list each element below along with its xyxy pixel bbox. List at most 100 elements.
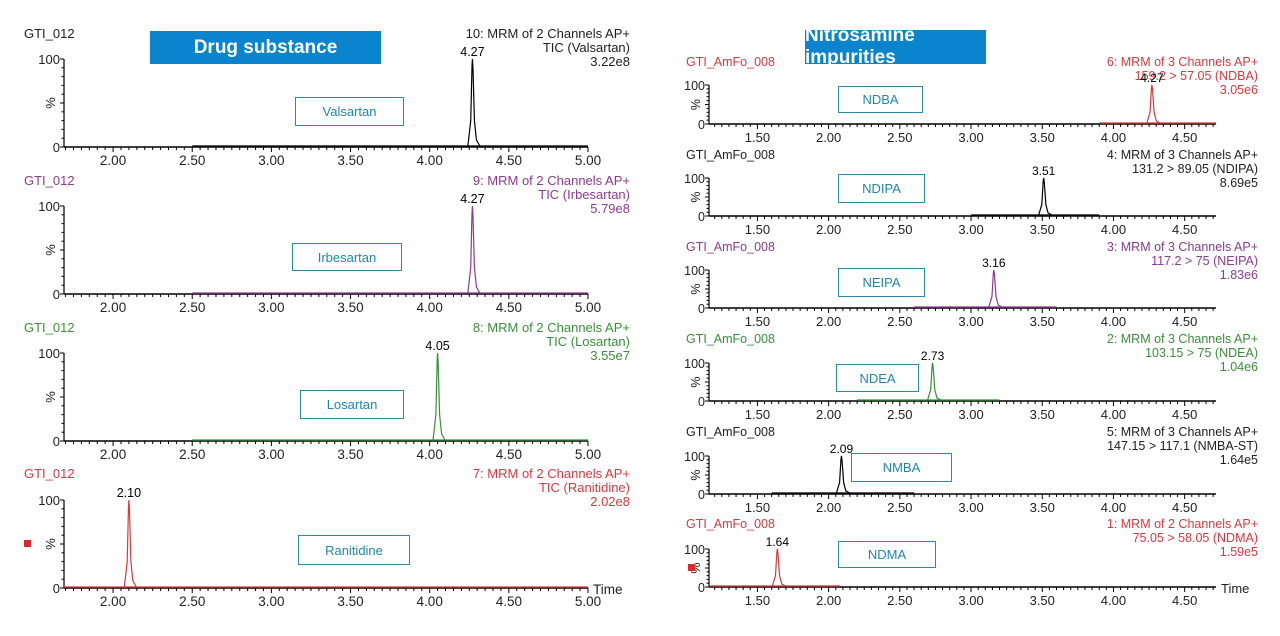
peak-4.27 xyxy=(467,58,481,147)
sample-name: GTI_AmFo_008 xyxy=(686,240,775,254)
trace-label: 159.2 > 57.05 (NDBA) xyxy=(1135,69,1258,83)
x-tick-label: 3.00 xyxy=(958,407,983,422)
peak-rt-label: 4.27 xyxy=(1140,71,1164,85)
x-tick-label: 2.00 xyxy=(100,594,126,609)
chromatogram-panel-ndea: GTI_AmFo_008 2: MRM of 3 Channels AP+103.… xyxy=(684,332,1258,422)
y-axis-label: % xyxy=(689,562,703,573)
y-axis-label: % xyxy=(689,469,703,480)
y-tick-label: 0 xyxy=(53,434,60,449)
x-tick-label: 3.00 xyxy=(258,153,284,168)
chromatogram-panel-ndipa: GTI_AmFo_008 4: MRM of 3 Channels AP+131.… xyxy=(684,148,1258,237)
x-tick-label: 4.00 xyxy=(417,594,443,609)
x-tick-label: 3.50 xyxy=(1030,407,1055,422)
intensity-label: 1.64e5 xyxy=(1220,453,1258,467)
y-tick-label: 0 xyxy=(698,488,705,502)
x-tick-label: 4.00 xyxy=(1101,130,1126,145)
x-tick-label: 4.50 xyxy=(1172,314,1197,329)
y-axis-label: % xyxy=(43,391,58,403)
peak-4.27 xyxy=(1146,84,1161,124)
x-tick-label: 3.00 xyxy=(258,447,284,462)
sample-name: GTI_012 xyxy=(24,26,75,41)
x-tick-label: 2.50 xyxy=(887,130,912,145)
y-tick-label: 0 xyxy=(53,287,60,302)
peak-3.51 xyxy=(1038,177,1053,216)
trace-label: 147.15 > 117.1 (NMBA-ST) xyxy=(1107,439,1258,453)
y-tick-label: 0 xyxy=(698,210,705,224)
x-tick-label: 1.50 xyxy=(745,222,770,237)
trace-label: TIC (Losartan) xyxy=(546,334,630,349)
x-tick-label: 4.50 xyxy=(496,594,522,609)
trace-label: 131.2 > 89.05 (NDIPA) xyxy=(1132,162,1258,176)
time-axis-label: Time xyxy=(1221,581,1249,596)
x-tick-label: 3.00 xyxy=(258,594,284,609)
x-tick-label: 2.00 xyxy=(100,300,126,315)
time-axis-label: Time xyxy=(593,582,623,597)
x-tick-label: 2.50 xyxy=(179,594,205,609)
x-tick-label: 3.50 xyxy=(337,300,363,315)
trace-label: 117.2 > 75 (NEIPA) xyxy=(1151,254,1258,268)
channel-header: 2: MRM of 3 Channels AP+ xyxy=(1107,332,1258,346)
peak-4.27 xyxy=(467,205,481,294)
chromatogram-panel-ndma: GTI_AmFo_008 1: MRM of 2 Channels AP+75.0… xyxy=(684,517,1258,608)
y-tick-label: 100 xyxy=(38,346,60,361)
chromatogram-panel-valsartan: GTI_012 10: MRM of 2 Channels AP+TIC (Val… xyxy=(24,26,630,168)
x-tick-label: 2.00 xyxy=(816,314,841,329)
x-tick-label: 3.00 xyxy=(958,222,983,237)
channel-header: 1: MRM of 2 Channels AP+ xyxy=(1107,517,1258,531)
chromatogram-panel-losartan: GTI_012 8: MRM of 2 Channels AP+TIC (Losa… xyxy=(24,320,630,462)
x-tick-label: 3.50 xyxy=(1030,593,1055,608)
channel-marker-icon xyxy=(688,564,695,571)
y-tick-label: 0 xyxy=(698,581,705,595)
x-tick-label: 4.50 xyxy=(496,447,522,462)
y-axis-label: % xyxy=(43,97,58,109)
x-tick-label: 1.50 xyxy=(745,500,770,515)
x-tick-label: 3.50 xyxy=(337,447,363,462)
x-tick-label: 2.50 xyxy=(179,300,205,315)
x-tick-label: 4.00 xyxy=(1101,407,1126,422)
y-tick-label: 0 xyxy=(698,302,705,316)
y-tick-label: 100 xyxy=(684,79,705,93)
x-tick-label: 5.00 xyxy=(575,447,601,462)
x-tick-label: 3.50 xyxy=(1030,500,1055,515)
y-axis-label: % xyxy=(43,538,58,550)
x-tick-label: 2.00 xyxy=(100,153,126,168)
compound-label-nmba: NMBA xyxy=(851,453,952,482)
sample-name: GTI_012 xyxy=(24,173,75,188)
intensity-label: 1.04e6 xyxy=(1220,360,1258,374)
channel-header: 9: MRM of 2 Channels AP+ xyxy=(473,173,630,188)
x-tick-label: 2.50 xyxy=(887,593,912,608)
y-tick-label: 100 xyxy=(38,52,60,67)
x-tick-label: 2.00 xyxy=(816,130,841,145)
y-tick-label: 100 xyxy=(684,264,705,278)
x-tick-label: 1.50 xyxy=(745,593,770,608)
peak-rt-label: 4.27 xyxy=(460,45,484,59)
chromatogram-panel-irbesartan: GTI_012 9: MRM of 2 Channels AP+TIC (Irbe… xyxy=(24,173,630,315)
channel-header: 5: MRM of 3 Channels AP+ xyxy=(1107,425,1258,439)
peak-3.16 xyxy=(988,269,1003,308)
sample-name: GTI_AmFo_008 xyxy=(686,148,775,162)
x-tick-label: 4.00 xyxy=(1101,593,1126,608)
x-tick-label: 1.50 xyxy=(745,407,770,422)
y-tick-label: 100 xyxy=(684,450,705,464)
y-tick-label: 0 xyxy=(698,395,705,409)
channel-marker-icon xyxy=(24,540,31,547)
y-tick-label: 0 xyxy=(53,581,60,596)
intensity-label: 5.79e8 xyxy=(590,201,630,216)
x-tick-label: 2.00 xyxy=(816,500,841,515)
intensity-label: 1.59e5 xyxy=(1220,545,1258,559)
x-tick-label: 2.50 xyxy=(887,500,912,515)
x-tick-label: 4.00 xyxy=(1101,500,1126,515)
x-tick-label: 2.50 xyxy=(179,447,205,462)
intensity-label: 1.83e6 xyxy=(1220,268,1258,282)
x-tick-label: 4.00 xyxy=(1101,314,1126,329)
sample-name: GTI_AmFo_008 xyxy=(686,332,775,346)
x-tick-label: 2.00 xyxy=(816,222,841,237)
compound-label-ranitidine: Ranitidine xyxy=(298,535,410,565)
trace-label: 75.05 > 58.05 (NDMA) xyxy=(1133,531,1258,545)
x-tick-label: 4.50 xyxy=(1172,500,1197,515)
x-tick-label: 4.50 xyxy=(1172,407,1197,422)
x-tick-label: 4.00 xyxy=(417,300,443,315)
peak-rt-label: 2.10 xyxy=(117,486,141,500)
x-tick-label: 1.50 xyxy=(745,314,770,329)
